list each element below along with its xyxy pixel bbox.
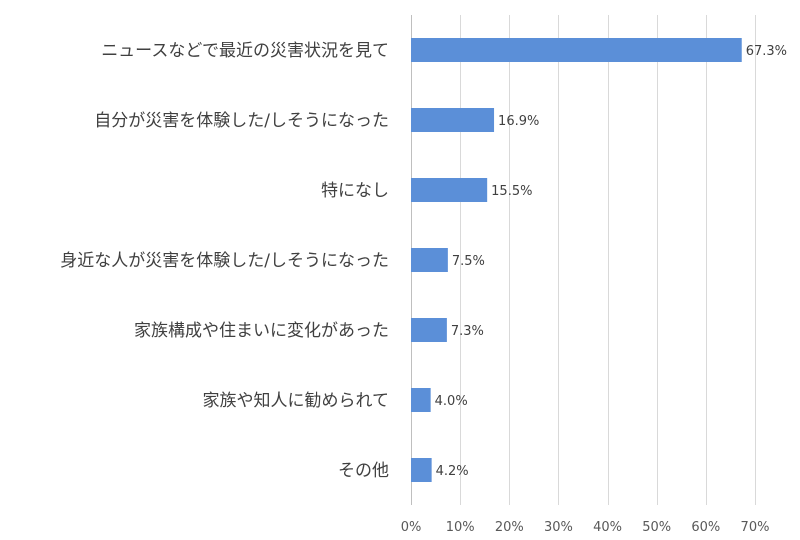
- category-labels: ニュースなどで最近の災害状況を見て自分が災害を体験した/しそうになった特になし身…: [60, 41, 389, 481]
- data-label-6: 4.2%: [436, 464, 469, 479]
- data-label-3: 7.5%: [452, 254, 485, 269]
- x-tick-label-50: 50%: [642, 520, 671, 535]
- category-label-2: 特になし: [321, 181, 389, 201]
- data-label-5: 4.0%: [435, 394, 468, 409]
- data-label-4: 7.3%: [451, 324, 484, 339]
- data-labels: 67.3% 16.9% 15.5% 7.5% 7.3% 4.0% 4.2%: [435, 44, 787, 479]
- category-label-5: 家族や知人に勧められて: [203, 391, 390, 411]
- category-label-3: 身近な人が災害を体験した/しそうになった: [60, 251, 389, 271]
- x-tick-label-60: 60%: [691, 520, 720, 535]
- x-tick-label-10: 10%: [446, 520, 475, 535]
- category-label-4: 家族構成や住まいに変化があった: [134, 321, 389, 341]
- bar-1: [411, 108, 495, 132]
- x-tick-labels: 0% 10% 20% 30% 40% 50% 60% 70%: [401, 520, 770, 535]
- category-label-1: 自分が災害を体験した/しそうになった: [94, 111, 389, 131]
- bar-3: [411, 248, 448, 272]
- bar-2: [411, 178, 488, 202]
- bar-0: [411, 38, 742, 62]
- bars: [411, 38, 742, 482]
- data-label-0: 67.3%: [746, 44, 787, 59]
- data-label-1: 16.9%: [498, 114, 539, 129]
- x-tick-label-20: 20%: [495, 520, 524, 535]
- bar-6: [411, 458, 432, 482]
- category-label-6: その他: [338, 461, 389, 481]
- x-tick-label-70: 70%: [741, 520, 770, 535]
- x-tick-label-0: 0%: [401, 520, 422, 535]
- bar-5: [411, 388, 431, 412]
- gridlines: [411, 15, 756, 505]
- bar-4: [411, 318, 447, 342]
- category-label-0: ニュースなどで最近の災害状況を見て: [101, 41, 389, 61]
- x-tick-label-30: 30%: [544, 520, 573, 535]
- data-label-2: 15.5%: [491, 184, 532, 199]
- x-tick-label-40: 40%: [593, 520, 622, 535]
